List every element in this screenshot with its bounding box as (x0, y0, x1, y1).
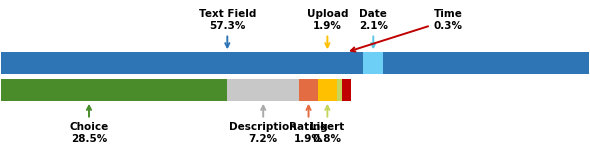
Bar (342, 79, 351, 101)
Text: Time
0.3%: Time 0.3% (351, 9, 463, 52)
Text: Choice
28.5%: Choice 28.5% (70, 106, 109, 144)
Text: Rating
1.9%: Rating 1.9% (289, 106, 328, 144)
Text: Description
7.2%: Description 7.2% (230, 106, 297, 144)
Bar (337, 79, 342, 101)
Bar (299, 79, 318, 101)
Text: Date
2.1%: Date 2.1% (359, 9, 388, 47)
Bar (227, 79, 299, 101)
Text: Likert
0.8%: Likert 0.8% (310, 106, 345, 144)
Bar (318, 79, 337, 101)
Bar (363, 52, 384, 74)
Bar (1, 79, 227, 101)
Bar (1, 52, 589, 74)
Text: Upload
1.9%: Upload 1.9% (307, 9, 348, 47)
Text: Text Field
57.3%: Text Field 57.3% (199, 9, 256, 47)
